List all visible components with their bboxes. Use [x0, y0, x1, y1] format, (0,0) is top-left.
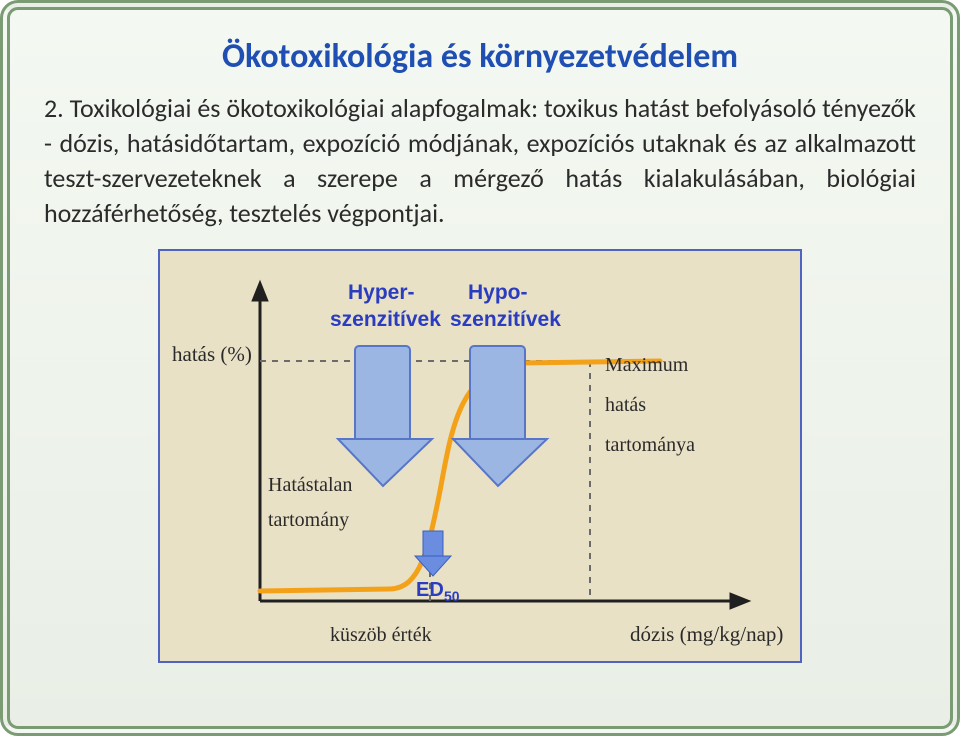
hyper-label-2: szenzitívek [330, 308, 441, 331]
page-title: Ökotoxikológia és környezetvédelem [38, 36, 922, 77]
hypo-label-2: szenzitívek [450, 308, 561, 331]
max-label-1: Maximum [605, 354, 689, 376]
x-axis-label: dózis (mg/kg/nap) [630, 622, 783, 646]
body-paragraph: 2. Toxikológiai és ökotoxikológiai alapf… [44, 91, 916, 231]
threshold-label: küszöb érték [330, 624, 432, 646]
ed50-sub: 50 [444, 588, 460, 604]
y-axis-label: hatás (%) [172, 342, 252, 366]
slide: Ökotoxikológia és környezetvédelem 2. To… [0, 0, 960, 736]
max-label-2: hatás [605, 394, 646, 416]
noeffect-label-2: tartomány [268, 509, 349, 531]
hyper-label-1: Hyper- [348, 281, 415, 304]
noeffect-label-1: Hatástalan [268, 474, 352, 496]
max-label-3: tartománya [605, 434, 695, 456]
dose-response-svg: hatás (%) dózis (mg/kg/nap) [160, 251, 796, 661]
dose-response-figure: hatás (%) dózis (mg/kg/nap) [158, 249, 802, 663]
ed50-label: ED [416, 579, 444, 601]
hypo-label-1: Hypo- [468, 281, 528, 304]
